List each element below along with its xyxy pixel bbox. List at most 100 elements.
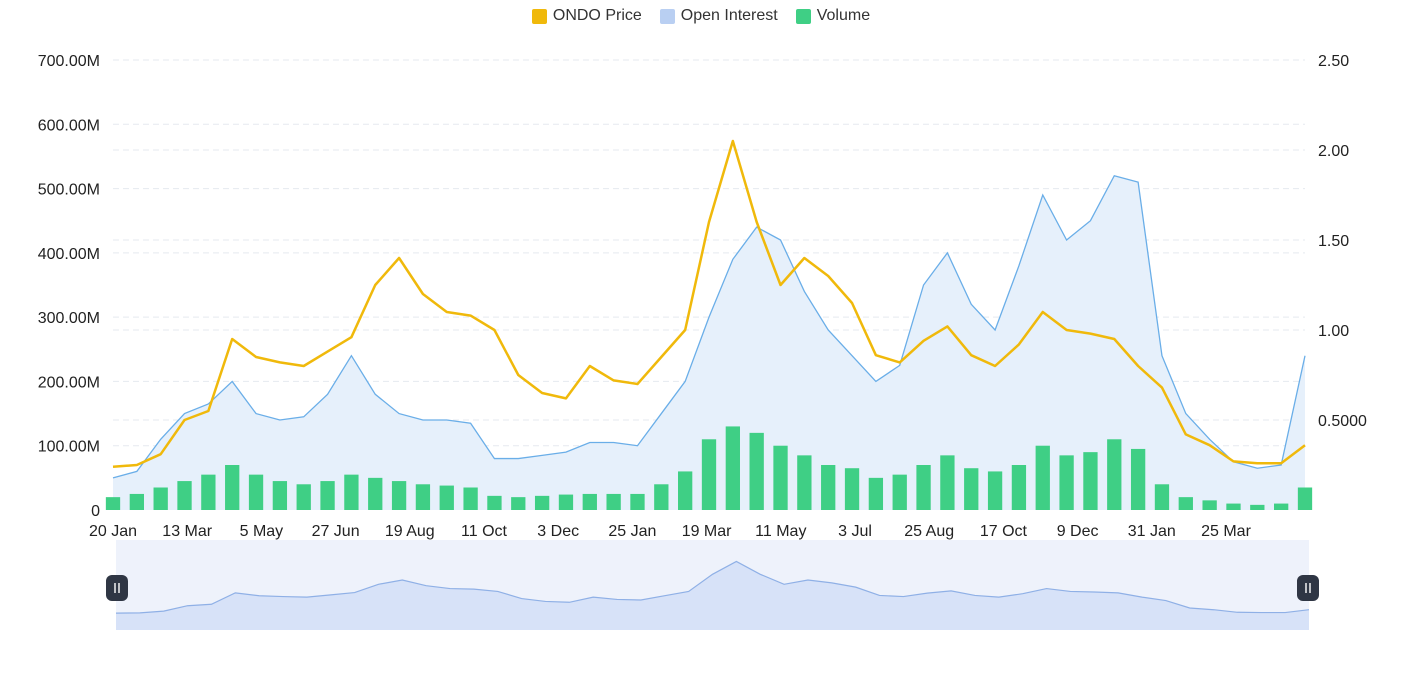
price-line bbox=[112, 139, 1306, 469]
volume-bar bbox=[129, 493, 144, 510]
volume-bar bbox=[1011, 465, 1027, 510]
x-tick-label: 19 Aug bbox=[385, 523, 435, 540]
volume-bar bbox=[153, 487, 168, 510]
volume-bar bbox=[606, 493, 621, 510]
volume-bar bbox=[368, 477, 383, 510]
x-tick-label: 11 May bbox=[755, 523, 806, 540]
volume-bar bbox=[1178, 497, 1193, 510]
y-right-tick-label: 2.00 bbox=[1318, 143, 1349, 160]
navigator-right-handle[interactable] bbox=[1297, 575, 1319, 601]
volume-bar bbox=[797, 455, 812, 510]
y-left-tick-label: 300.00M bbox=[38, 310, 100, 327]
open-interest-area bbox=[113, 175, 1305, 510]
volume-swatch-icon bbox=[795, 8, 811, 24]
x-tick-label: 17 Oct bbox=[980, 523, 1028, 540]
legend-label-volume: Volume bbox=[816, 7, 871, 24]
volume-bar bbox=[964, 468, 979, 510]
volume-bar bbox=[1226, 503, 1241, 510]
x-tick-label: 27 Jun bbox=[312, 523, 360, 540]
volume-bar bbox=[391, 481, 407, 510]
volume-bar bbox=[1035, 445, 1050, 510]
volume-bar bbox=[463, 487, 478, 510]
volume-bar bbox=[201, 474, 216, 510]
volume-bar bbox=[821, 465, 836, 510]
legend: ONDO Price Open Interest Volume bbox=[0, 7, 1402, 25]
y-right-tick-label: 1.50 bbox=[1318, 233, 1349, 250]
volume-bar bbox=[1154, 484, 1170, 510]
open-interest-swatch-icon bbox=[659, 8, 675, 24]
volume-bar bbox=[1297, 487, 1313, 510]
legend-item-open-interest[interactable]: Open Interest bbox=[659, 7, 778, 25]
y-left-tick-label: 200.00M bbox=[38, 374, 100, 391]
volume-bar bbox=[1250, 504, 1265, 510]
x-tick-label: 9 Dec bbox=[1057, 523, 1099, 540]
y-left-tick-label: 100.00M bbox=[38, 439, 100, 456]
x-tick-label: 13 Mar bbox=[162, 523, 212, 540]
legend-label-price: ONDO Price bbox=[552, 7, 642, 24]
legend-label-open-interest: Open Interest bbox=[680, 7, 778, 24]
y-left-tick-label: 0 bbox=[91, 503, 100, 520]
open-interest-line bbox=[112, 174, 1306, 479]
volume-bar bbox=[439, 485, 454, 510]
x-tick-label: 5 May bbox=[240, 523, 284, 540]
y-right-tick-label: 1.00 bbox=[1318, 323, 1349, 340]
volume-bar bbox=[1059, 455, 1074, 510]
volume-bar bbox=[940, 455, 955, 510]
volume-bar bbox=[177, 481, 192, 510]
volume-bar bbox=[1274, 503, 1289, 510]
volume-bar bbox=[487, 495, 502, 510]
x-tick-label: 25 Jan bbox=[608, 523, 656, 540]
legend-item-price[interactable]: ONDO Price bbox=[531, 7, 642, 25]
volume-bar bbox=[654, 484, 669, 510]
volume-bar bbox=[725, 426, 740, 510]
price-swatch-icon bbox=[531, 8, 547, 24]
volume-bar bbox=[868, 477, 884, 510]
volume-bar bbox=[1107, 439, 1122, 510]
volume-bar bbox=[678, 471, 693, 510]
volume-bar bbox=[415, 484, 431, 510]
volume-bar bbox=[534, 495, 550, 510]
volume-bar bbox=[1202, 500, 1217, 510]
x-tick-label: 31 Jan bbox=[1128, 523, 1176, 540]
volume-bar bbox=[296, 484, 311, 510]
volume-bar bbox=[701, 439, 717, 510]
y-left-tick-label: 700.00M bbox=[38, 53, 100, 70]
x-tick-label: 3 Jul bbox=[838, 523, 872, 540]
volume-bar bbox=[1130, 448, 1146, 510]
volume-bar bbox=[225, 465, 240, 510]
navigator-area bbox=[116, 561, 1309, 630]
volume-bar bbox=[1083, 452, 1098, 510]
y-right-tick-label: 2.50 bbox=[1318, 53, 1349, 70]
volume-bar bbox=[987, 471, 1003, 510]
y-right-tick-label: 0.5000 bbox=[1318, 413, 1367, 430]
volume-bar bbox=[511, 497, 526, 510]
volume-bar bbox=[749, 432, 764, 510]
volume-bar bbox=[105, 497, 121, 510]
y-left-tick-label: 500.00M bbox=[38, 182, 100, 199]
handle-grip-icon bbox=[1297, 575, 1319, 601]
volume-bar bbox=[892, 474, 907, 510]
x-tick-label: 25 Aug bbox=[904, 523, 954, 540]
range-navigator[interactable] bbox=[0, 535, 1402, 635]
legend-item-volume[interactable]: Volume bbox=[795, 7, 871, 25]
volume-bar bbox=[773, 445, 788, 510]
volume-bar bbox=[582, 493, 597, 510]
navigator-line bbox=[115, 560, 1310, 614]
volume-bar bbox=[344, 474, 359, 510]
main-plot[interactable]: 0 100.00M 200.00M 300.00M 400.00M 500.00M 600.… bbox=[0, 0, 1402, 540]
volume-bar bbox=[916, 465, 931, 510]
x-tick-label: 11 Oct bbox=[461, 523, 508, 540]
volume-bar bbox=[844, 468, 860, 510]
volume-bar bbox=[558, 494, 574, 510]
x-tick-label: 19 Mar bbox=[682, 523, 732, 540]
volume-bar bbox=[630, 493, 645, 510]
y-left-tick-label: 400.00M bbox=[38, 246, 100, 263]
x-tick-label: 25 Mar bbox=[1201, 523, 1251, 540]
y-left-tick-label: 600.00M bbox=[38, 117, 100, 134]
handle-grip-icon bbox=[106, 575, 128, 601]
volume-bar bbox=[320, 481, 335, 510]
navigator-left-handle[interactable] bbox=[106, 575, 128, 601]
volume-bar bbox=[248, 474, 264, 510]
x-tick-label: 20 Jan bbox=[89, 523, 137, 540]
